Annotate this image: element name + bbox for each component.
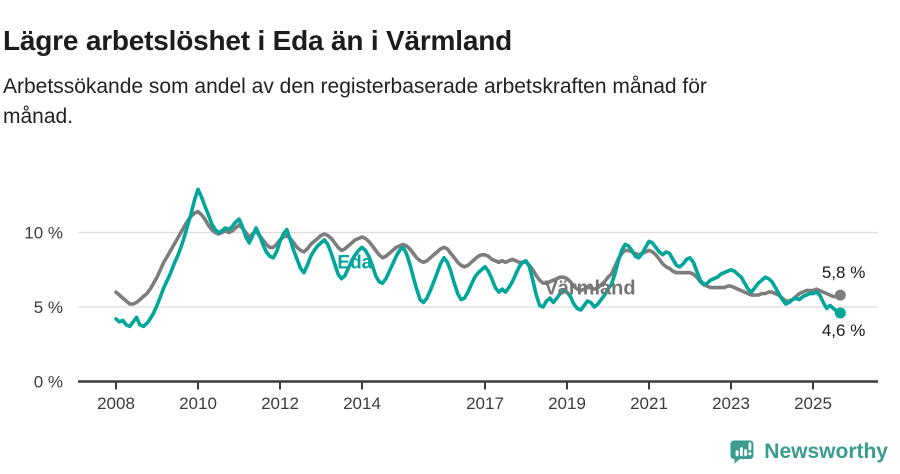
x-tick-label: 2023 <box>712 394 750 413</box>
unemployment-line-chart: 0 % 5 % 10 % 2008 2010 2012 2014 2017 2019 2021 20… <box>24 187 878 413</box>
newsworthy-brand: Newsworthy <box>728 438 888 466</box>
subtitle-line-1: Arbetssökande som andel av den registerb… <box>3 75 707 98</box>
series-line-varmland <box>114 209 843 306</box>
end-dot-eda <box>834 307 846 319</box>
y-tick-label: 5 % <box>34 298 63 317</box>
x-tick-label: 2017 <box>466 394 504 413</box>
y-tick-label: 0 % <box>34 373 63 392</box>
newsworthy-logo-text: Newsworthy <box>764 440 888 463</box>
end-label-varmland: 5,8 % <box>822 263 865 282</box>
end-dot-varmland <box>834 289 846 301</box>
x-tick-label: 2014 <box>343 394 381 413</box>
chart-subtitle: Arbetssökande som andel av den registerb… <box>3 72 893 132</box>
x-tick-label: 2025 <box>794 394 832 413</box>
y-tick-label: 10 % <box>24 224 63 243</box>
series-label-varmland: Värmland <box>544 277 635 299</box>
series-line-eda <box>114 187 843 329</box>
series-label-eda: Eda <box>337 252 372 273</box>
x-tick-label: 2008 <box>97 394 135 413</box>
x-tick-label: 2021 <box>630 394 668 413</box>
x-tick-label: 2019 <box>548 394 586 413</box>
x-tick-label: 2010 <box>179 394 217 413</box>
subtitle-line-2: månad. <box>3 105 74 128</box>
x-tick-label: 2012 <box>261 394 299 413</box>
page-title: Lägre arbetslöshet i Eda än i Värmland <box>3 24 513 56</box>
newsworthy-logo-icon <box>730 440 754 464</box>
end-label-eda: 4,6 % <box>822 321 865 340</box>
